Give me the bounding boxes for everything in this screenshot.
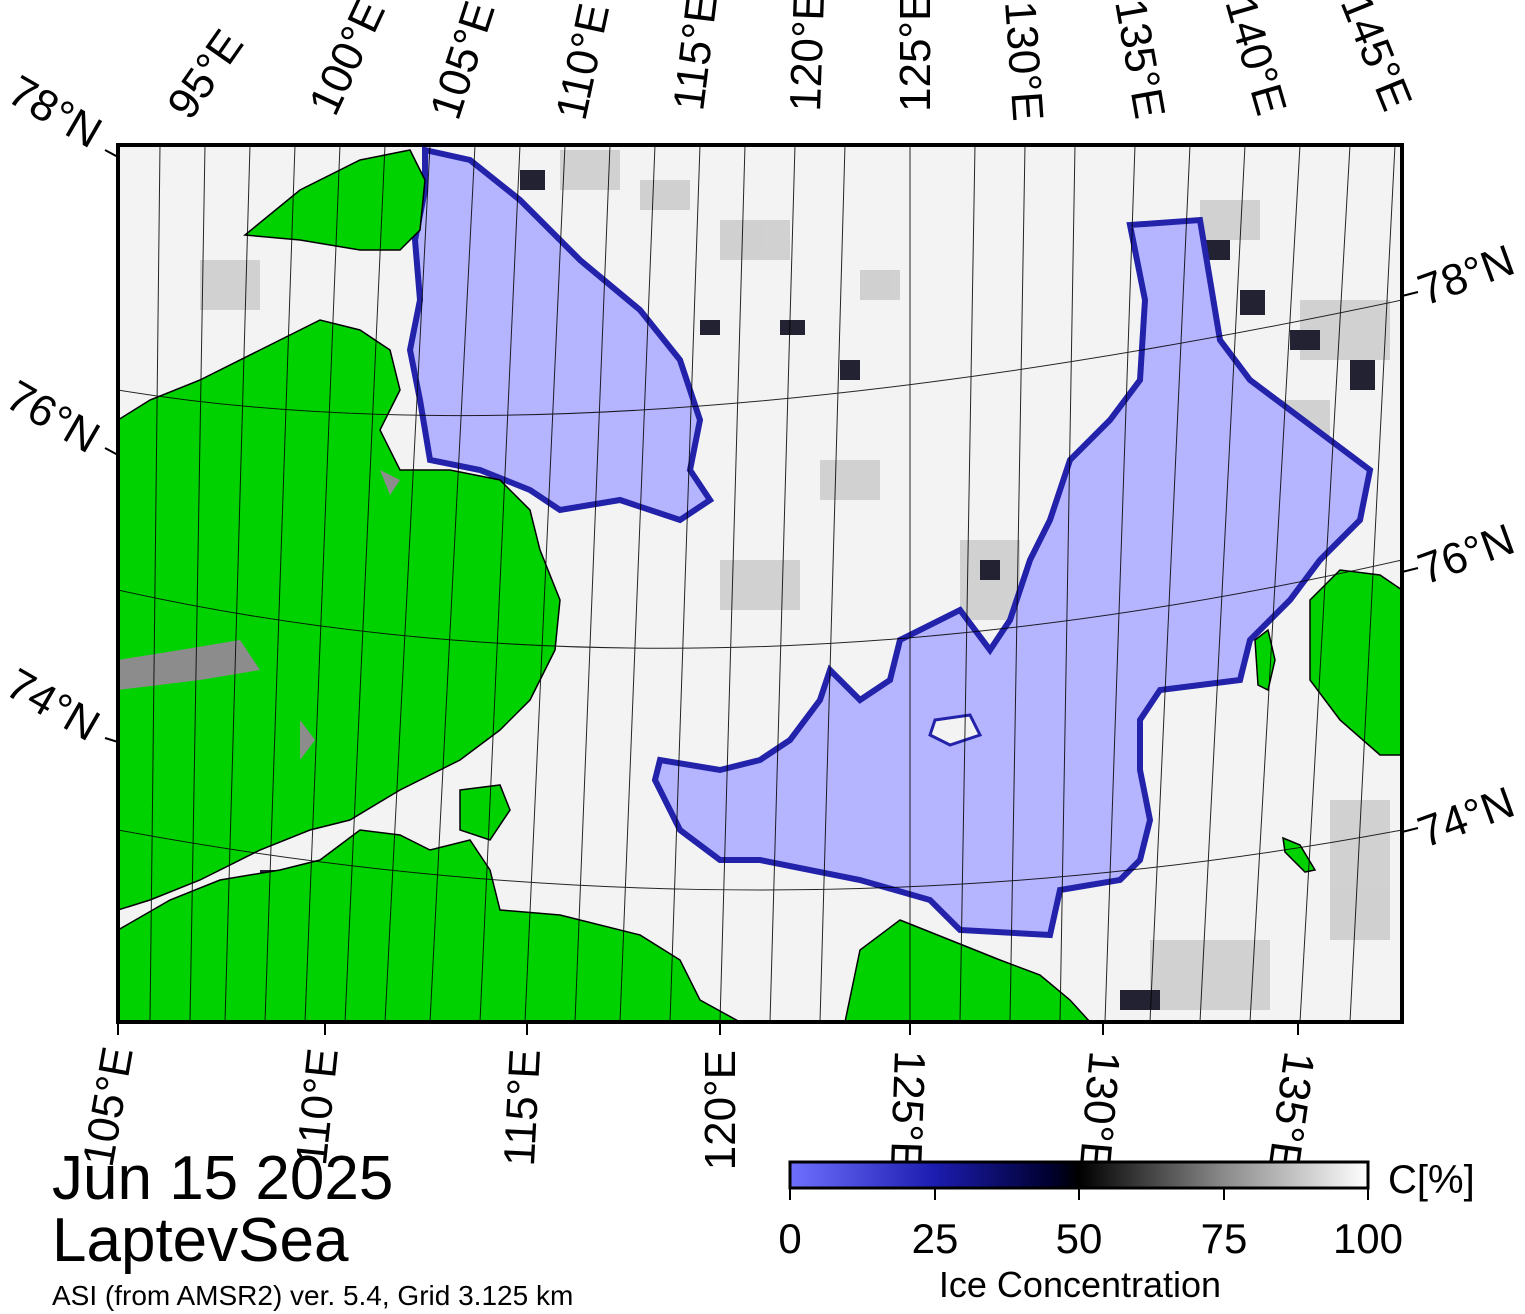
right-lat-label: 78°N	[1412, 236, 1521, 316]
open-water-west	[406, 146, 715, 524]
top-lon-label: 120°E	[781, 0, 834, 112]
bottom-lon-label: 130°E	[1070, 1049, 1129, 1173]
top-lon-label: 145°E	[1331, 0, 1422, 117]
bottom-lon-label: 125°E	[881, 1050, 934, 1172]
bottom-longitude-labels: 105°E 110°E 115°E 120°E 125°E 130°E 135°…	[74, 1043, 1324, 1174]
data-source: ASI (from AMSR2) ver. 5.4, Grid 3.125 km	[52, 1280, 574, 1311]
bottom-lon-label: 120°E	[696, 1050, 745, 1170]
top-lon-label: 125°E	[891, 0, 940, 112]
map-date: Jun 15 2025	[52, 1144, 394, 1213]
top-lon-label: 135°E	[1105, 0, 1174, 122]
top-lon-label: 95°E	[158, 21, 253, 128]
left-lat-label: 74°N	[0, 659, 108, 751]
bottom-lon-label: 110°E	[287, 1046, 348, 1168]
bolshoy-begichev-island	[459, 784, 511, 841]
colorbar-tick-label: 25	[911, 1215, 959, 1262]
colorbar-tick-label: 0	[778, 1215, 802, 1262]
bottom-lon-label: 135°E	[1258, 1049, 1323, 1175]
top-lon-label: 100°E	[300, 0, 395, 122]
left-lat-label: 76°N	[0, 371, 108, 463]
severnaya-zemlya	[243, 149, 426, 251]
top-lon-label: 140°E	[1215, 0, 1295, 120]
map-frame	[116, 143, 1404, 1024]
top-lon-label: 105°E	[421, 0, 505, 125]
region-name: LaptevSea	[52, 1206, 349, 1275]
lena-delta-coast	[844, 919, 1092, 1022]
open-water-east	[651, 216, 1374, 939]
kotelny-island	[1309, 569, 1402, 756]
colorbar-ticks	[789, 1188, 1369, 1200]
top-lon-label: 130°E	[995, 0, 1052, 123]
left-lat-label: 78°N	[0, 66, 110, 158]
colorbar-title: Ice Concentration	[938, 1264, 1222, 1305]
colorbar-tick-label: 75	[1200, 1215, 1248, 1262]
colorbar-tick-label: 50	[1055, 1215, 1103, 1262]
left-latitude-labels: 78°N 76°N 74°N	[0, 66, 110, 751]
land	[118, 149, 1402, 1022]
right-latitude-labels: 78°N 76°N 74°N	[1412, 236, 1521, 858]
frame-ticks	[104, 149, 1419, 1035]
top-longitude-labels: 95°E 100°E 105°E 110°E 115°E 120°E 125°E…	[158, 0, 1421, 128]
graticule	[118, 145, 1402, 1022]
colorbar-gradient	[788, 1160, 1370, 1190]
colorbar-tick-label: 100	[1332, 1215, 1404, 1262]
right-lat-label: 74°N	[1412, 778, 1521, 858]
colorbar-unit: C[%]	[1388, 1158, 1475, 1202]
top-lon-label: 110°E	[547, 0, 619, 124]
bottom-lon-label: 115°E	[495, 1048, 550, 1167]
top-lon-label: 115°E	[664, 0, 727, 113]
right-lat-label: 76°N	[1412, 515, 1521, 595]
